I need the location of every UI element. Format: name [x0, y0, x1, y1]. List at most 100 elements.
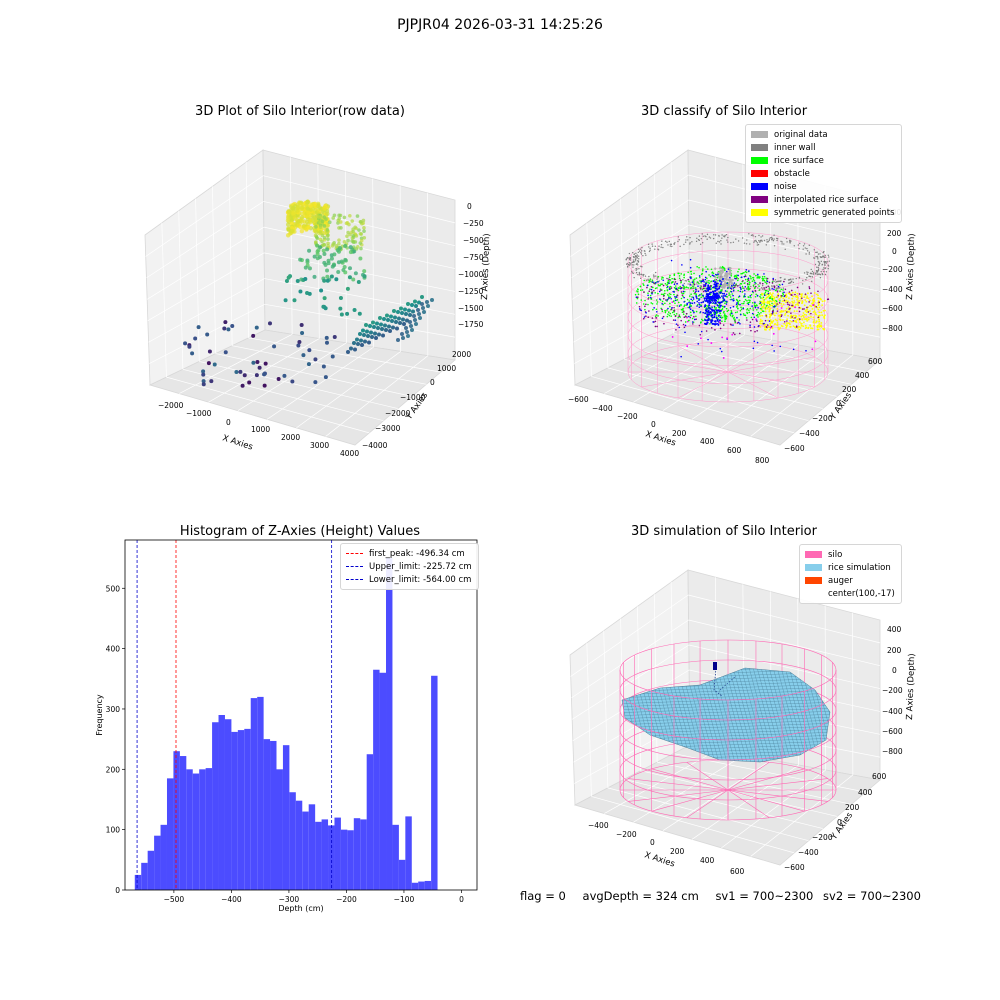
legend-entry: interpolated rice surface	[751, 193, 895, 206]
histogram-bar	[366, 754, 374, 890]
histogram-bar	[321, 819, 329, 890]
panel4-legend: silo rice simulation auger center(100,-17)	[799, 544, 902, 604]
legend-label: rice surface	[774, 155, 824, 166]
legend-swatch	[346, 566, 363, 567]
legend-entry: Lower_limit: -564.00 cm	[346, 573, 472, 586]
panel4-xtick: 400	[700, 856, 715, 865]
panel2-legend: original data inner wall rice surface obsta…	[745, 124, 902, 223]
histogram-bar	[270, 740, 277, 890]
panel1-ytick: 0	[430, 378, 435, 387]
panel4-title: 3D simulation of Silo Interior	[631, 524, 817, 539]
histogram-bar	[218, 715, 225, 890]
panel2-xtick: 400	[700, 437, 715, 446]
legend-swatch	[346, 579, 363, 580]
histogram-bar	[231, 731, 238, 890]
histogram-bar	[353, 818, 361, 890]
legend-swatch	[751, 196, 768, 203]
panel2-ytick: 600	[868, 357, 883, 366]
histogram-bar	[431, 675, 438, 890]
panel1-title: 3D Plot of Silo Interior(row data)	[195, 104, 405, 119]
panel4-ytick: 600	[872, 772, 887, 781]
legend-swatch	[751, 183, 768, 190]
panel2-ztick: −400	[882, 285, 903, 294]
panel1-ztick: −500	[463, 236, 484, 245]
panel1-ztick: −1000	[458, 270, 484, 279]
histogram-bar	[276, 769, 283, 890]
histogram-bar	[250, 698, 258, 890]
panel2-ztick: 0	[892, 247, 897, 256]
panel4-ztick: −600	[882, 727, 903, 736]
histogram-bar	[282, 745, 290, 890]
legend-swatch	[751, 157, 768, 164]
panel1-xtick: 1000	[251, 425, 270, 434]
panel2-ztick: −600	[882, 304, 903, 313]
sv2-text: sv2 = 700~2300	[823, 889, 921, 903]
legend-swatch	[805, 564, 822, 571]
panel4-ytick: −200	[812, 833, 833, 842]
panel1-ztick: 0	[467, 202, 472, 211]
panel2-ytick: 0	[836, 399, 841, 408]
panel2-ytick: −600	[784, 444, 805, 453]
legend-entry: inner wall	[751, 141, 895, 154]
histogram-bar	[411, 882, 419, 890]
panel1-xtick: −2000	[158, 401, 184, 410]
histogram-ytick: 400	[106, 645, 121, 654]
histogram-xtick: −100	[394, 895, 415, 904]
histogram-bar	[166, 778, 174, 890]
histogram-bar	[154, 835, 161, 890]
panel2-xtick: −200	[617, 412, 638, 421]
histogram-bar	[386, 558, 393, 890]
histogram-bar	[237, 730, 245, 890]
legend-label: silo	[828, 549, 843, 560]
legend-label: symmetric generated points	[774, 207, 895, 218]
panel1-ytick: −1000	[400, 393, 426, 402]
legend-swatch	[805, 577, 822, 584]
panel4-ztick: −400	[882, 707, 903, 716]
panel2-xtick: 200	[672, 429, 687, 438]
figure-title: PJPJR04 2026-03-31 14:25:26	[397, 17, 603, 33]
auger-path	[713, 667, 723, 697]
panel1-ytick: −3000	[375, 424, 401, 433]
panel2-ztick: 200	[887, 229, 902, 238]
sv1-text: sv1 = 700~2300	[715, 889, 814, 903]
legend-entry: rice simulation	[805, 561, 895, 574]
histogram-bar	[212, 722, 219, 890]
panel4-ztick: 200	[887, 646, 902, 655]
panel2-ytick: −400	[799, 429, 820, 438]
histogram-bar	[160, 824, 167, 890]
histogram-bar	[186, 769, 193, 890]
panel4-zlabel: Z Axies (Depth)	[905, 653, 917, 720]
legend-label: obstacle	[774, 168, 810, 179]
histogram-ylabel: Frequency	[95, 694, 104, 736]
panel1-ztick: −1500	[458, 304, 484, 313]
histogram-xtick: −500	[164, 895, 185, 904]
histogram-bar	[334, 817, 341, 890]
legend-label: first_peak: -496.34 cm	[369, 548, 465, 559]
legend-swatch	[751, 131, 768, 138]
panel1-ytick: −2000	[385, 409, 411, 418]
histogram-bar	[289, 792, 296, 890]
legend-entry: first_peak: -496.34 cm	[346, 547, 472, 560]
panel4-ztick: −800	[882, 747, 903, 756]
panel1-ytick: 2000	[452, 350, 471, 359]
panel1-ytick: 1000	[437, 364, 456, 373]
legend-label: inner wall	[774, 142, 816, 153]
histogram-bar	[418, 881, 425, 890]
panel4-ytick: −400	[798, 848, 819, 857]
legend-entry: obstacle	[751, 167, 895, 180]
panel2-title: 3D classify of Silo Interior	[640, 104, 808, 119]
histogram-xtick: 0	[459, 895, 464, 904]
histogram-xtick: −400	[221, 895, 242, 904]
histogram-bar	[179, 756, 187, 890]
panel2-xtick: 0	[651, 420, 656, 429]
histogram-ytick: 200	[106, 765, 121, 774]
panel1-xtick: −1000	[186, 409, 212, 418]
histogram-bar	[199, 769, 206, 890]
legend-entry: silo	[805, 548, 895, 561]
panel4-ytick: 0	[837, 818, 842, 827]
legend-entry: original data	[751, 128, 895, 141]
legend-entry: center(100,-17)	[805, 587, 895, 600]
